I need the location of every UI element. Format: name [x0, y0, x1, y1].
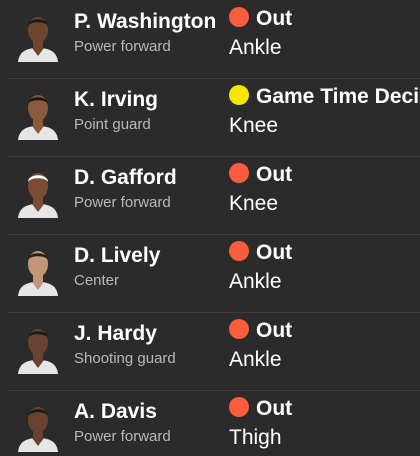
injury-status: Out — [229, 241, 420, 269]
player-row[interactable]: P. Washington Power forward Out Ankle — [0, 0, 420, 78]
player-headshot — [16, 10, 60, 62]
player-position: Center — [74, 272, 120, 289]
injury-type: Knee — [229, 114, 279, 137]
player-row[interactable]: J. Hardy Shooting guard Out Ankle — [0, 312, 420, 390]
player-headshot — [16, 166, 60, 218]
status-label: Out — [256, 241, 293, 264]
injury-status: Out — [229, 7, 420, 35]
player-position: Point guard — [74, 116, 151, 133]
player-name[interactable]: D. Lively — [74, 244, 161, 267]
player-position: Shooting guard — [74, 350, 176, 367]
injury-status: Out — [229, 163, 420, 191]
player-row[interactable]: D. Lively Center Out Ankle — [0, 234, 420, 312]
player-name[interactable]: P. Washington — [74, 10, 217, 33]
status-dot-icon — [229, 163, 249, 183]
player-position: Power forward — [74, 38, 171, 55]
injury-status: Game Time Decision — [229, 85, 420, 113]
player-headshot — [16, 244, 60, 296]
player-row[interactable]: A. Davis Power forward Out Thigh — [0, 390, 420, 456]
player-row[interactable]: D. Gafford Power forward Out Knee — [0, 156, 420, 234]
player-name[interactable]: J. Hardy — [74, 322, 157, 345]
player-headshot — [16, 400, 60, 452]
player-position: Power forward — [74, 194, 171, 211]
status-label: Out — [256, 7, 293, 30]
status-label: Game Time Decision — [256, 85, 420, 108]
player-headshot — [16, 88, 60, 140]
player-row[interactable]: K. Irving Point guard Game Time Decision… — [0, 78, 420, 156]
injury-type: Knee — [229, 192, 279, 215]
status-dot-icon — [229, 319, 249, 339]
status-label: Out — [256, 319, 293, 342]
status-dot-icon — [229, 241, 249, 261]
player-headshot — [16, 322, 60, 374]
player-position: Power forward — [74, 428, 171, 445]
player-name[interactable]: K. Irving — [74, 88, 159, 111]
status-label: Out — [256, 397, 293, 420]
player-name[interactable]: D. Gafford — [74, 166, 177, 189]
injury-type: Ankle — [229, 36, 282, 59]
status-dot-icon — [229, 85, 249, 105]
injury-type: Ankle — [229, 270, 282, 293]
status-dot-icon — [229, 397, 249, 417]
injury-status: Out — [229, 319, 420, 347]
injury-type: Ankle — [229, 348, 282, 371]
status-label: Out — [256, 163, 293, 186]
player-name[interactable]: A. Davis — [74, 400, 157, 423]
status-dot-icon — [229, 7, 249, 27]
injury-status: Out — [229, 397, 420, 425]
injury-type: Thigh — [229, 426, 282, 449]
